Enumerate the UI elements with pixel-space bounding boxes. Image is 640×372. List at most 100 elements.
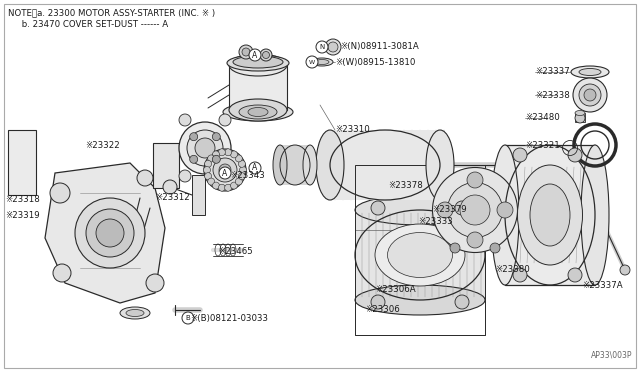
Ellipse shape [573, 78, 607, 112]
Circle shape [146, 274, 164, 292]
Text: ※23337: ※23337 [535, 67, 570, 77]
Circle shape [497, 202, 513, 218]
Circle shape [189, 133, 198, 141]
Circle shape [204, 167, 211, 173]
Circle shape [208, 178, 214, 185]
Text: W: W [309, 60, 315, 64]
Circle shape [490, 243, 500, 253]
Ellipse shape [75, 198, 145, 268]
Circle shape [182, 312, 194, 324]
Circle shape [212, 133, 220, 141]
Circle shape [371, 295, 385, 309]
Ellipse shape [447, 183, 502, 237]
Text: ※23337A: ※23337A [582, 280, 623, 289]
Circle shape [568, 268, 582, 282]
Text: ※23319: ※23319 [5, 211, 40, 219]
Bar [280, 145, 310, 185]
Text: ※23338: ※23338 [535, 90, 570, 99]
Circle shape [450, 243, 460, 253]
Circle shape [325, 39, 341, 55]
Text: A: A [252, 164, 258, 173]
Ellipse shape [248, 108, 268, 116]
Bar [330, 130, 440, 200]
Text: A: A [252, 51, 258, 60]
Text: N: N [319, 44, 324, 50]
Circle shape [236, 178, 243, 185]
Circle shape [568, 148, 582, 162]
Text: ※23306: ※23306 [365, 305, 400, 314]
Circle shape [50, 183, 70, 203]
Text: B: B [186, 315, 190, 321]
Ellipse shape [530, 184, 570, 246]
Circle shape [239, 173, 245, 180]
Ellipse shape [179, 122, 231, 174]
Text: ※23306A: ※23306A [375, 285, 415, 295]
Circle shape [212, 182, 220, 189]
Ellipse shape [195, 138, 215, 158]
Text: ※23379: ※23379 [432, 205, 467, 215]
Circle shape [467, 172, 483, 188]
Circle shape [219, 170, 231, 182]
Text: ※23333: ※23333 [418, 218, 452, 227]
Circle shape [218, 184, 225, 191]
Circle shape [189, 155, 198, 163]
Circle shape [249, 162, 261, 174]
Circle shape [455, 295, 469, 309]
Ellipse shape [120, 307, 150, 319]
Ellipse shape [355, 285, 485, 315]
Ellipse shape [233, 56, 283, 68]
Text: AP33\003P: AP33\003P [591, 351, 632, 360]
Text: ※(W)08915-13810: ※(W)08915-13810 [335, 58, 415, 67]
Ellipse shape [229, 99, 287, 121]
Text: ※23312: ※23312 [155, 193, 189, 202]
Circle shape [208, 155, 214, 162]
Circle shape [212, 151, 220, 158]
Ellipse shape [187, 130, 223, 166]
Bar [8, 130, 36, 195]
Circle shape [137, 170, 153, 186]
Text: ※23380: ※23380 [495, 266, 530, 275]
Circle shape [249, 49, 261, 61]
Ellipse shape [204, 149, 246, 191]
Circle shape [620, 265, 630, 275]
Circle shape [316, 41, 328, 53]
Text: ※23343: ※23343 [230, 170, 265, 180]
Bar [355, 210, 485, 300]
Text: ※(B)08121-03033: ※(B)08121-03033 [190, 314, 268, 323]
Ellipse shape [571, 66, 609, 78]
Circle shape [328, 42, 338, 52]
Ellipse shape [460, 195, 490, 225]
Ellipse shape [491, 145, 519, 285]
Circle shape [163, 180, 177, 194]
Circle shape [239, 167, 246, 173]
Ellipse shape [219, 164, 231, 176]
Circle shape [575, 113, 585, 123]
Text: ※23378: ※23378 [388, 180, 423, 189]
Text: ※(N)08911-3081A: ※(N)08911-3081A [340, 42, 419, 51]
Text: A: A [222, 169, 228, 177]
Circle shape [205, 160, 212, 167]
Ellipse shape [575, 110, 585, 115]
Ellipse shape [518, 165, 582, 265]
Circle shape [242, 48, 250, 56]
Circle shape [225, 184, 232, 191]
Ellipse shape [229, 54, 287, 76]
Circle shape [467, 232, 483, 248]
Ellipse shape [273, 145, 287, 185]
Ellipse shape [426, 130, 454, 200]
Text: NOTE、a. 23300 MOTOR ASSY-STARTER (INC. ※ ): NOTE、a. 23300 MOTOR ASSY-STARTER (INC. ※… [8, 8, 215, 17]
Circle shape [371, 201, 385, 215]
Circle shape [219, 167, 231, 179]
Polygon shape [153, 143, 179, 188]
Circle shape [260, 49, 272, 61]
Polygon shape [45, 163, 165, 303]
Circle shape [236, 155, 243, 162]
Circle shape [179, 170, 191, 182]
Circle shape [437, 202, 453, 218]
Ellipse shape [433, 167, 518, 253]
Circle shape [239, 45, 253, 59]
Bar [229, 65, 287, 110]
Ellipse shape [126, 310, 144, 317]
Ellipse shape [387, 232, 452, 278]
Ellipse shape [316, 130, 344, 200]
